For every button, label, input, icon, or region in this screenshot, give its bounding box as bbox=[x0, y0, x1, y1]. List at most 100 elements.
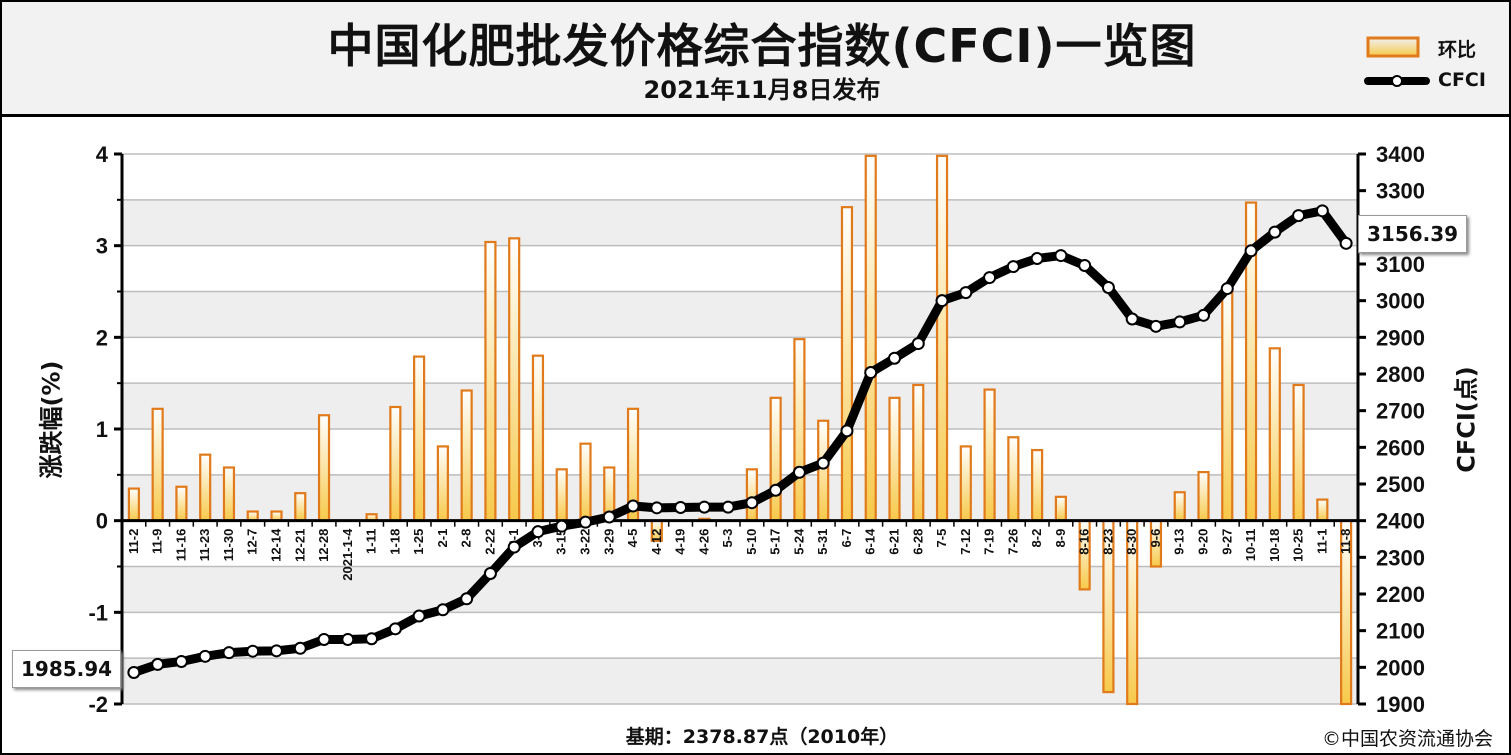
cfci-point-3-22 bbox=[579, 515, 592, 529]
category-label: 11-23 bbox=[197, 529, 212, 562]
category-label: 5-31 bbox=[815, 529, 830, 555]
plot-band bbox=[122, 474, 1358, 521]
cfci-point-2021-1-4 bbox=[341, 632, 355, 646]
bar-9-27 bbox=[1221, 290, 1234, 522]
right-axis-title-box: CFCI(点) bbox=[1439, 302, 1489, 542]
chart-subtitle: 2021年11月8日发布 bbox=[643, 76, 881, 104]
category-label: 11-8 bbox=[1338, 529, 1353, 554]
category-label: 5-10 bbox=[744, 529, 759, 555]
bar-6-7 bbox=[840, 206, 854, 522]
category-label: 12-7 bbox=[245, 529, 260, 555]
bar-3-22 bbox=[579, 442, 592, 522]
bar-10-18 bbox=[1268, 347, 1281, 522]
category-label: 2-22 bbox=[482, 529, 497, 555]
bar-2-22 bbox=[484, 240, 497, 522]
start-value-callout: 1985.94 bbox=[12, 650, 122, 688]
category-label: 5-24 bbox=[791, 528, 806, 555]
bar-3-15 bbox=[555, 468, 568, 522]
chart-title: 中国化肥批发价格综合指数(CFCI)一览图 bbox=[327, 19, 1197, 73]
cfci-point-6-14 bbox=[864, 366, 878, 380]
cfci-point-7-26 bbox=[1006, 260, 1020, 274]
bar-5-10 bbox=[745, 468, 758, 522]
right-tick-label: 2700 bbox=[1376, 399, 1425, 424]
bar-3-8 bbox=[531, 354, 545, 522]
category-label: 8-9 bbox=[1053, 529, 1068, 548]
category-label: 6-21 bbox=[887, 529, 902, 555]
category-label: 9-6 bbox=[1148, 529, 1163, 548]
plot-band bbox=[122, 383, 1358, 429]
bar-11-23 bbox=[199, 453, 212, 522]
category-label: 2-8 bbox=[459, 529, 474, 548]
cfci-point-3-1 bbox=[507, 540, 521, 554]
cfci-point-11-1 bbox=[1315, 204, 1329, 218]
category-label: 6-14 bbox=[863, 528, 878, 555]
category-label: 12-28 bbox=[316, 529, 331, 562]
category-label: 8-23 bbox=[1100, 529, 1115, 555]
category-label: 1-25 bbox=[411, 529, 426, 555]
bar-12-21 bbox=[294, 492, 307, 522]
cfci-point-9-13 bbox=[1173, 315, 1187, 329]
cfci-point-2-22 bbox=[483, 566, 497, 580]
cfci-point-9-20 bbox=[1197, 308, 1210, 322]
legend-bar-label: 环比 bbox=[1438, 39, 1477, 61]
right-tick-label: 2800 bbox=[1376, 362, 1425, 387]
category-label: 7-12 bbox=[958, 529, 973, 555]
category-label: 4-12 bbox=[649, 529, 664, 555]
cfci-point-11-30 bbox=[222, 646, 236, 660]
category-label: 5-17 bbox=[768, 529, 783, 555]
cfci-point-7-12 bbox=[959, 286, 973, 300]
bar-6-21 bbox=[888, 396, 901, 522]
cfci-point-3-8 bbox=[531, 525, 545, 539]
right-tick-label: 2300 bbox=[1376, 545, 1425, 570]
category-label: 8-2 bbox=[1029, 529, 1044, 548]
cfci-point-4-19 bbox=[674, 500, 688, 514]
cfci-point-4-12 bbox=[650, 501, 664, 515]
cfci-point-8-16 bbox=[1078, 258, 1092, 272]
legend-item-line: CFCI bbox=[1364, 66, 1504, 96]
cfci-point-8-9 bbox=[1054, 249, 1068, 263]
category-label: 3-15 bbox=[554, 529, 569, 555]
chart-header: 中国化肥批发价格综合指数(CFCI)一览图 2021年11月8日发布 环比 bbox=[2, 2, 1509, 117]
left-axis-title: 涨跌幅(%) bbox=[37, 360, 66, 479]
bar-2-1 bbox=[436, 445, 449, 522]
cfci-point-5-17 bbox=[769, 483, 783, 497]
cfci-point-11-23 bbox=[198, 649, 212, 663]
right-tick-label: 2600 bbox=[1376, 435, 1425, 460]
plot-band bbox=[122, 566, 1358, 613]
cfci-point-10-25 bbox=[1292, 209, 1306, 223]
bar-11-9 bbox=[151, 407, 164, 522]
copyright-text: ©中国农资流通协会 bbox=[1321, 728, 1493, 750]
bar-11-16 bbox=[175, 485, 188, 522]
category-label: 12-21 bbox=[292, 529, 307, 562]
category-label: 7-19 bbox=[982, 529, 997, 555]
right-axis-title: CFCI(点) bbox=[1452, 366, 1481, 473]
bar-5-17 bbox=[769, 396, 782, 522]
cfci-point-4-26 bbox=[697, 500, 711, 514]
left-tick-label: 4 bbox=[96, 142, 109, 167]
category-label: 6-28 bbox=[910, 529, 925, 555]
left-tick-label: 2 bbox=[96, 325, 108, 350]
right-tick-label: 3400 bbox=[1376, 142, 1425, 167]
cfci-point-12-21 bbox=[293, 641, 307, 655]
category-label: 11-1 bbox=[1314, 529, 1329, 554]
category-label: 2021-1-4 bbox=[340, 528, 355, 581]
category-label: 12-14 bbox=[269, 528, 284, 562]
bar-5-24 bbox=[793, 338, 806, 522]
bar-11-30 bbox=[222, 466, 236, 522]
cfci-point-11-16 bbox=[174, 654, 188, 668]
cfci-point-7-5 bbox=[935, 294, 949, 308]
category-label: 8-16 bbox=[1077, 529, 1092, 555]
category-label: 4-5 bbox=[625, 529, 640, 548]
category-label: 3-22 bbox=[578, 529, 593, 555]
legend-line-swatch bbox=[1364, 75, 1430, 87]
category-label: 9-13 bbox=[1172, 529, 1187, 555]
cfci-line bbox=[129, 206, 1351, 677]
cfci-point-4-5 bbox=[626, 499, 640, 513]
category-label: 3-29 bbox=[601, 529, 616, 555]
cfci-point-6-21 bbox=[888, 351, 901, 365]
category-label: 11-9 bbox=[150, 529, 165, 554]
cfci-point-6-28 bbox=[911, 337, 925, 351]
category-label: 4-26 bbox=[696, 529, 711, 555]
legend: 环比 CFCI bbox=[1364, 32, 1504, 102]
